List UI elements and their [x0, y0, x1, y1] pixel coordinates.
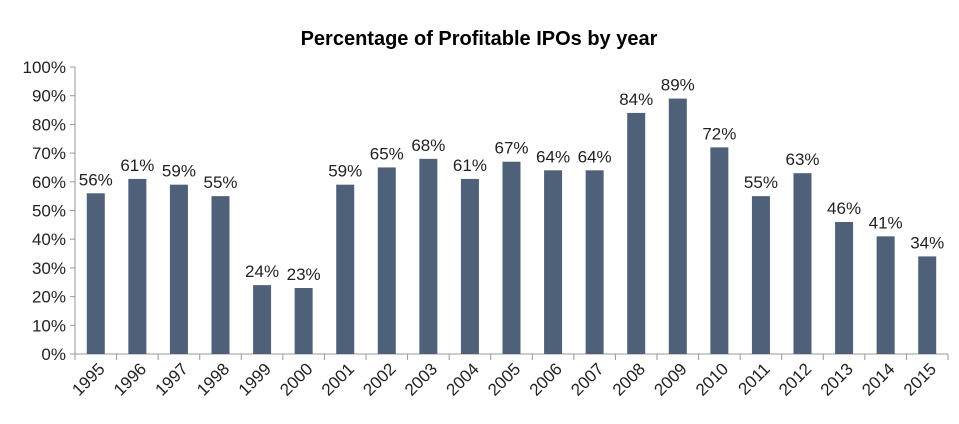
bar-2011 — [751, 196, 770, 354]
x-tick-label-1995: 1995 — [68, 359, 108, 399]
data-label-2007: 64% — [578, 147, 612, 166]
bar-2015 — [918, 256, 937, 354]
data-label-2005: 67% — [494, 139, 528, 158]
x-tick-label-1998: 1998 — [193, 359, 233, 399]
data-label-1997: 59% — [162, 162, 196, 181]
y-tick-label: 0% — [41, 345, 66, 364]
x-tick-label-1997: 1997 — [152, 359, 192, 399]
data-label-2015: 34% — [910, 233, 944, 252]
y-tick-label: 90% — [32, 87, 66, 106]
bar-1996 — [128, 178, 147, 354]
x-tick-label-2013: 2013 — [817, 359, 857, 399]
x-tick-label-2014: 2014 — [858, 359, 898, 399]
data-label-2013: 46% — [827, 199, 861, 218]
data-label-1995: 56% — [79, 170, 113, 189]
data-label-1998: 55% — [203, 173, 237, 192]
x-tick-label-2015: 2015 — [900, 359, 940, 399]
bar-1998 — [211, 196, 230, 354]
data-label-2003: 68% — [411, 136, 445, 155]
y-tick-label: 80% — [32, 115, 66, 134]
bar-2003 — [419, 158, 438, 354]
bar-2013 — [835, 221, 854, 354]
y-tick-label: 30% — [32, 259, 66, 278]
chart-title: Percentage of Profitable IPOs by year — [301, 28, 658, 50]
data-label-2012: 63% — [785, 150, 819, 169]
data-label-2011: 55% — [744, 173, 778, 192]
bar-2001 — [336, 184, 355, 354]
y-tick-label: 40% — [32, 230, 66, 249]
data-label-1996: 61% — [120, 156, 154, 175]
data-label-2010: 72% — [702, 124, 736, 143]
y-tick-label: 60% — [32, 173, 66, 192]
data-label-2006: 64% — [536, 147, 570, 166]
bar-2010 — [710, 147, 729, 354]
y-tick-label: 50% — [32, 202, 66, 221]
data-label-2004: 61% — [453, 156, 487, 175]
bar-1997 — [169, 184, 188, 354]
data-label-2014: 41% — [869, 213, 903, 232]
bar-2002 — [377, 167, 396, 354]
y-tick-label: 70% — [32, 144, 66, 163]
x-tick-label-2010: 2010 — [692, 359, 732, 399]
x-tick-label-2012: 2012 — [775, 359, 815, 399]
bar-2005 — [502, 161, 521, 354]
y-tick-label: 100% — [23, 58, 66, 77]
x-tick-label-2006: 2006 — [526, 359, 566, 399]
bar-2008 — [627, 112, 646, 354]
x-tick-label-2004: 2004 — [443, 359, 483, 399]
x-tick-label-2003: 2003 — [401, 359, 441, 399]
x-tick-label-2008: 2008 — [609, 359, 649, 399]
bar-1995 — [86, 193, 105, 354]
bar-2009 — [668, 98, 687, 354]
x-tick-label-2007: 2007 — [567, 359, 607, 399]
x-tick-label-2011: 2011 — [734, 359, 773, 398]
bar-2014 — [876, 236, 895, 354]
bar-2006 — [544, 170, 563, 354]
y-tick-label: 10% — [32, 316, 66, 335]
x-tick-label-2000: 2000 — [276, 359, 316, 399]
data-label-1999: 24% — [245, 262, 279, 281]
data-label-2000: 23% — [287, 265, 321, 284]
data-label-2009: 89% — [661, 76, 695, 95]
bar-2007 — [585, 170, 604, 354]
x-tick-label-2001: 2001 — [318, 359, 358, 399]
bar-2012 — [793, 173, 812, 354]
data-label-2008: 84% — [619, 90, 653, 109]
data-label-2001: 59% — [328, 162, 362, 181]
bar-2004 — [460, 178, 479, 354]
x-tick-label-1996: 1996 — [110, 359, 150, 399]
x-tick-label-2009: 2009 — [650, 359, 690, 399]
bar-2000 — [294, 287, 313, 354]
bar-1999 — [253, 285, 272, 354]
x-tick-label-2002: 2002 — [359, 359, 399, 399]
data-label-2002: 65% — [370, 144, 404, 163]
x-tick-label-1999: 1999 — [235, 359, 275, 399]
x-tick-label-2005: 2005 — [484, 359, 524, 399]
y-tick-label: 20% — [32, 288, 66, 307]
